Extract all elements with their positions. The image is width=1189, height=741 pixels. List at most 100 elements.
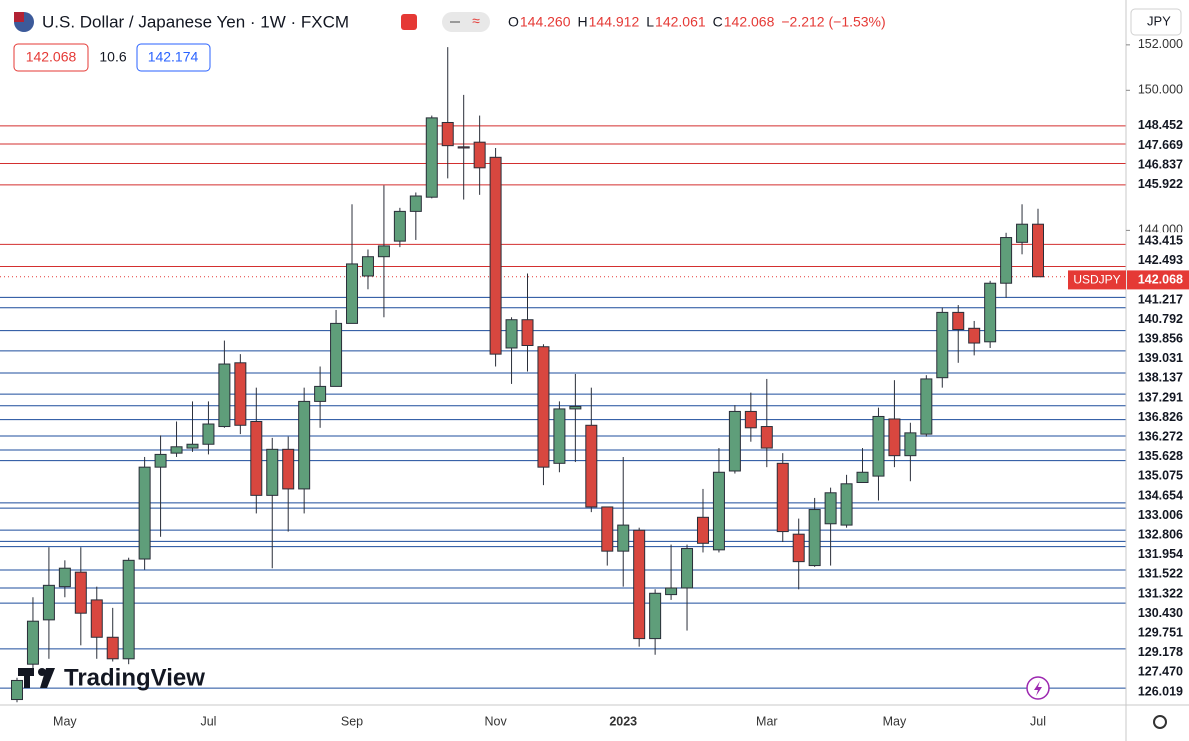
- x-tick-label: Mar: [756, 714, 778, 728]
- buy-price[interactable]: 142.174: [148, 49, 199, 65]
- candle-body: [712, 471, 725, 551]
- settings-button[interactable]: [1153, 715, 1167, 729]
- candle-body: [537, 346, 550, 468]
- candle-body: [808, 509, 821, 567]
- level-label: 131.954: [1138, 547, 1183, 561]
- candle-body: [521, 319, 534, 346]
- level-label: 137.291: [1138, 390, 1183, 404]
- level-label: 129.178: [1138, 645, 1183, 659]
- ohlc-value: 144.260: [520, 14, 571, 30]
- candles: [11, 47, 1044, 703]
- level-label-box: [1127, 624, 1189, 643]
- candle-body: [952, 311, 965, 331]
- last-price-label-box: [1127, 270, 1189, 290]
- level-label-box: [1127, 604, 1189, 623]
- candle-body: [728, 410, 741, 472]
- candle-body: [585, 424, 598, 508]
- candle-body: [266, 448, 279, 496]
- candle-body: [840, 483, 853, 526]
- level-label-box: [1127, 369, 1189, 388]
- flag-button[interactable]: [401, 14, 417, 30]
- level-label: 142.493: [1138, 253, 1183, 267]
- logo-icon: [24, 668, 30, 688]
- last-price-badge: [1068, 270, 1126, 290]
- candle-body: [968, 327, 981, 344]
- candle-body: [282, 448, 295, 490]
- level-label-box: [1127, 506, 1189, 525]
- x-tick-label: May: [53, 714, 77, 728]
- buy-box[interactable]: [136, 43, 211, 72]
- level-label-box: [1127, 291, 1189, 309]
- candle-body: [473, 141, 486, 169]
- candle-body: [569, 405, 582, 410]
- candle-body: [346, 263, 359, 324]
- logo-icon: [38, 668, 46, 676]
- x-tick-label: Nov: [484, 714, 507, 728]
- candle-body: [1016, 223, 1029, 243]
- candle-body: [760, 426, 773, 449]
- candle-body: [441, 121, 454, 147]
- price-scale: 152.000150.000144.000148.452147.669146.8…: [1068, 37, 1189, 701]
- currency[interactable]: JPY: [1147, 13, 1171, 28]
- level-label: 131.522: [1138, 567, 1183, 581]
- candle-body: [330, 322, 343, 387]
- icon: [1034, 681, 1042, 696]
- level-label-box: [1127, 643, 1189, 662]
- candle-body: [377, 245, 390, 258]
- candle-body: [792, 533, 805, 563]
- candle-body: [154, 453, 167, 468]
- level-label-box: [1127, 545, 1189, 564]
- level-label-box: [1127, 447, 1189, 466]
- logo-icon: [40, 668, 55, 688]
- spread: 10.6: [99, 49, 126, 65]
- x-tick-label: Sep: [341, 714, 363, 728]
- level-label: 146.837: [1138, 157, 1183, 171]
- sell-price[interactable]: 142.068: [26, 49, 77, 65]
- ohlc-label: O: [508, 14, 519, 30]
- level-label: 136.826: [1138, 410, 1183, 424]
- candle-body: [872, 415, 885, 477]
- candle-body: [170, 446, 183, 454]
- candle-body: [409, 195, 422, 212]
- candle-body: [1032, 223, 1044, 278]
- time-scale: May Jul Sep Nov 2023 Mar May Jul: [53, 714, 1046, 728]
- candle-body: [984, 282, 997, 343]
- sell-box[interactable]: [13, 43, 89, 72]
- candle-body: [26, 620, 39, 665]
- brand: TradingView: [64, 664, 205, 691]
- level-label: 127.470: [1138, 665, 1183, 679]
- level-label: 132.806: [1138, 527, 1183, 541]
- candle-body: [314, 385, 327, 402]
- symbol-flag: [14, 12, 24, 22]
- currency-box[interactable]: [1130, 8, 1182, 36]
- change: −2.212 (−1.53%): [781, 14, 885, 30]
- indicator-toggle[interactable]: [442, 12, 490, 32]
- level-label-box: [1127, 251, 1189, 270]
- symbol-title[interactable]: U.S. Dollar / Japanese Yen · 1W · FXCM: [42, 12, 349, 31]
- level-label-box: [1127, 663, 1189, 682]
- level-label: 131.322: [1138, 586, 1183, 600]
- ohlc: O 144.260 H 144.912 L 142.061 C 142.068 −2.212 (…: [508, 14, 886, 30]
- level-label-box: [1127, 116, 1189, 135]
- ohlc-label: C: [713, 14, 723, 30]
- candle-body: [601, 506, 614, 552]
- candle-body: [186, 443, 199, 449]
- last-price-name: USDJPY: [1073, 273, 1120, 287]
- level-label-box: [1127, 156, 1189, 175]
- candle-body: [361, 256, 374, 277]
- candle-body: [633, 529, 646, 640]
- level-label-box: [1127, 683, 1189, 701]
- x-tick-label: 2023: [609, 714, 637, 728]
- level-label: 129.751: [1138, 625, 1183, 639]
- candle-body: [393, 210, 406, 242]
- candle-body: [11, 679, 23, 701]
- level-label: 141.217: [1138, 292, 1183, 306]
- candle-body: [856, 471, 869, 484]
- level-label-box: [1127, 526, 1189, 545]
- level-label-box: [1127, 408, 1189, 427]
- y-tick-label: 152.000: [1138, 37, 1183, 51]
- ohlc-value: 142.068: [724, 14, 775, 30]
- candle-body: [920, 378, 933, 435]
- level-label: 148.452: [1138, 118, 1183, 132]
